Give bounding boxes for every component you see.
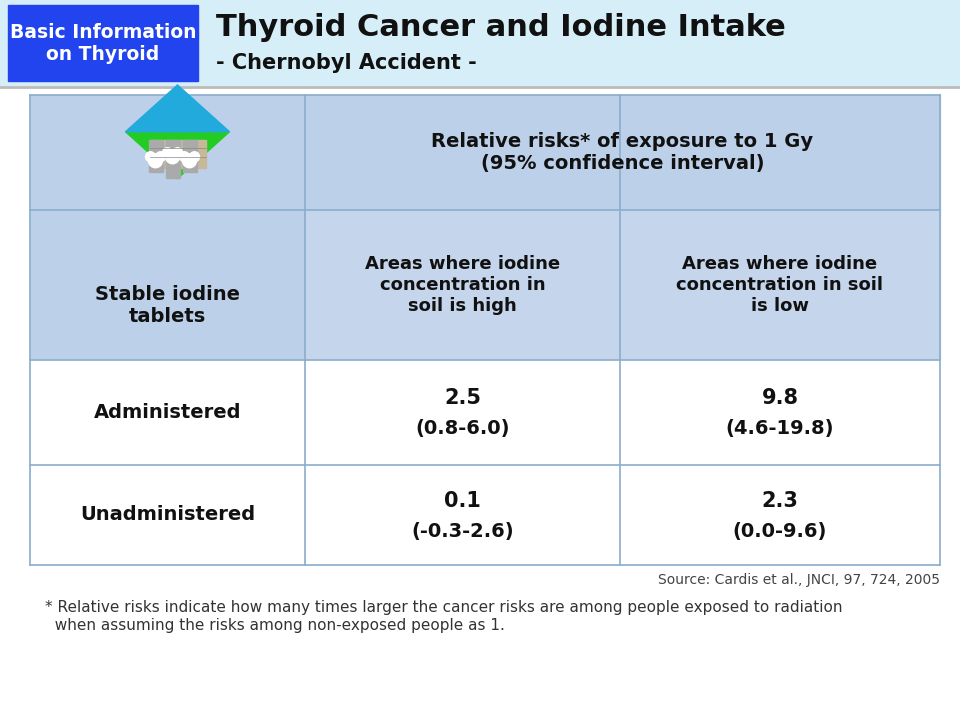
Text: (0.8-6.0): (0.8-6.0): [416, 419, 510, 438]
Text: (0.0-9.6): (0.0-9.6): [732, 521, 828, 541]
Text: 9.8: 9.8: [761, 389, 799, 408]
Bar: [182, 140, 197, 171]
Text: Administered: Administered: [94, 403, 241, 422]
Text: when assuming the risks among non-exposed people as 1.: when assuming the risks among non-expose…: [45, 618, 505, 633]
Bar: [165, 140, 180, 178]
Bar: [30, 465, 940, 565]
Circle shape: [189, 152, 200, 162]
Circle shape: [162, 148, 173, 158]
Circle shape: [180, 152, 189, 162]
Bar: [8, 5, 198, 81]
Text: Source: Cardis et al., JNCI, 97, 724, 2005: Source: Cardis et al., JNCI, 97, 724, 20…: [658, 573, 940, 587]
Circle shape: [149, 154, 162, 168]
Text: 0.1: 0.1: [444, 491, 481, 511]
Text: - Chernobyl Accident -: - Chernobyl Accident -: [216, 53, 477, 73]
Bar: [30, 95, 305, 360]
Polygon shape: [126, 85, 229, 132]
Text: Stable iodine
tablets: Stable iodine tablets: [95, 284, 240, 325]
Text: Thyroid Cancer and Iodine Intake: Thyroid Cancer and Iodine Intake: [216, 14, 785, 42]
Bar: [0, 0, 960, 85]
Text: Areas where iodine
concentration in soil
is low: Areas where iodine concentration in soil…: [677, 255, 883, 315]
Circle shape: [146, 152, 156, 162]
Bar: [305, 95, 940, 210]
Bar: [150, 140, 205, 168]
Text: 2.3: 2.3: [761, 491, 799, 511]
Polygon shape: [126, 119, 229, 179]
Circle shape: [165, 150, 180, 163]
Text: (4.6-19.8): (4.6-19.8): [726, 419, 834, 438]
Circle shape: [182, 154, 197, 168]
Text: Basic Information
on Thyroid: Basic Information on Thyroid: [10, 22, 196, 63]
Bar: [149, 140, 162, 171]
Circle shape: [156, 152, 165, 162]
Text: (-0.3-2.6): (-0.3-2.6): [411, 521, 514, 541]
Circle shape: [173, 148, 182, 158]
Text: 2.5: 2.5: [444, 389, 481, 408]
Bar: [30, 360, 940, 465]
Text: Relative risks* of exposure to 1 Gy
(95% confidence interval): Relative risks* of exposure to 1 Gy (95%…: [431, 132, 813, 173]
Bar: [305, 210, 620, 360]
Bar: [620, 210, 940, 360]
Text: Unadministered: Unadministered: [80, 505, 255, 524]
Text: * Relative risks indicate how many times larger the cancer risks are among peopl: * Relative risks indicate how many times…: [45, 600, 843, 615]
Text: Areas where iodine
concentration in
soil is high: Areas where iodine concentration in soil…: [365, 255, 560, 315]
